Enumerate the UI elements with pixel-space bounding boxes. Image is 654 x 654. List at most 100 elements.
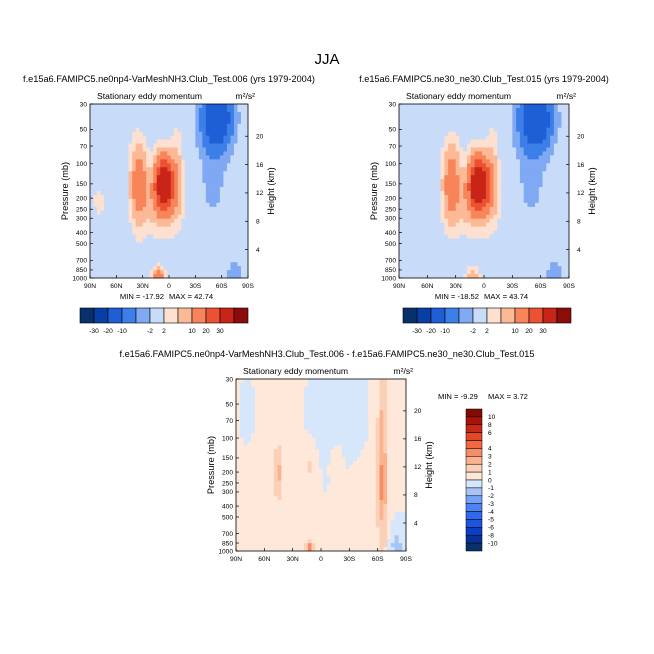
field-cell	[433, 183, 438, 188]
field-cell	[451, 266, 457, 271]
field-cell	[243, 441, 248, 446]
field-cell	[146, 135, 151, 140]
field-cell	[107, 163, 112, 168]
field-cell	[421, 250, 426, 255]
field-cell	[97, 187, 101, 192]
field-cell	[163, 163, 168, 168]
field-cell	[531, 198, 536, 204]
field-cell	[527, 230, 532, 235]
field-cell	[542, 191, 547, 196]
field-cell	[223, 254, 228, 259]
field-cell	[482, 107, 487, 113]
field-cell	[163, 194, 168, 200]
field-cell	[114, 151, 119, 156]
field-cell	[156, 179, 161, 184]
field-cell	[508, 151, 513, 156]
field-cell	[198, 254, 203, 259]
field-cell	[448, 151, 453, 156]
field-cell	[170, 254, 175, 259]
field-cell	[489, 151, 494, 156]
field-cell	[281, 414, 286, 419]
field-cell	[516, 123, 521, 129]
field-cell	[219, 171, 224, 176]
field-cell	[191, 254, 196, 259]
field-cell	[319, 433, 324, 439]
field-cell	[97, 171, 101, 176]
field-cell	[489, 175, 494, 180]
field-cell	[273, 429, 278, 435]
field-cell	[247, 410, 252, 415]
field-cell	[198, 183, 203, 188]
field-cell	[410, 151, 415, 156]
field-cell	[191, 242, 196, 247]
field-cell	[565, 143, 570, 148]
field-cell	[100, 258, 105, 263]
field-cell	[531, 115, 536, 121]
field-cell	[444, 230, 449, 235]
field-cell	[174, 270, 179, 275]
field-cell	[195, 234, 200, 239]
field-cell	[307, 449, 312, 454]
field-cell	[345, 418, 350, 423]
field-cell	[216, 143, 221, 148]
field-cell	[212, 194, 217, 200]
field-cell	[270, 386, 275, 392]
field-cell	[153, 111, 158, 117]
field-cell	[104, 214, 108, 220]
field-cell	[304, 449, 309, 454]
field-cell	[160, 198, 165, 204]
field-cell	[93, 187, 98, 192]
field-cell	[421, 147, 426, 152]
field-cell	[485, 230, 491, 235]
field-cell	[237, 155, 242, 160]
field-cell	[128, 270, 133, 275]
field-cell	[399, 151, 404, 156]
field-cell	[226, 139, 231, 144]
field-cell	[311, 418, 316, 423]
field-cell	[550, 226, 555, 231]
field-cell	[149, 202, 154, 208]
field-cell	[482, 210, 487, 216]
field-cell	[459, 206, 464, 212]
field-cell	[184, 222, 189, 227]
field-cell	[258, 441, 263, 446]
field-cell	[538, 167, 543, 172]
field-cell	[174, 274, 179, 279]
field-cell	[244, 238, 249, 243]
field-cell	[425, 266, 430, 271]
field-cell	[311, 402, 316, 407]
field-cell	[292, 449, 297, 454]
field-cell	[478, 179, 483, 184]
field-cell	[553, 218, 559, 224]
field-cell	[223, 183, 228, 188]
field-cell	[251, 410, 256, 415]
field-cell	[546, 242, 551, 247]
field-cell	[553, 123, 559, 129]
field-cell	[240, 246, 245, 251]
field-cell	[474, 123, 479, 129]
field-cell	[501, 139, 506, 144]
field-cell	[132, 147, 137, 152]
field-cell	[90, 246, 94, 251]
field-cell	[493, 147, 498, 152]
field-cell	[114, 123, 119, 129]
field-cell	[463, 119, 468, 125]
field-cell	[128, 175, 133, 180]
x-tick-label: 60N	[421, 283, 433, 290]
field-cell	[523, 179, 528, 184]
field-cell	[349, 449, 354, 454]
field-cell	[292, 406, 297, 411]
field-cell	[425, 246, 430, 251]
field-cell	[504, 222, 509, 227]
field-cell	[467, 254, 472, 259]
field-cell	[237, 262, 242, 267]
field-cell	[508, 163, 513, 168]
field-cell	[188, 179, 193, 184]
field-cell	[379, 402, 384, 407]
field-cell	[160, 143, 165, 148]
field-cell	[195, 171, 200, 176]
field-cell	[341, 437, 346, 442]
field-cell	[433, 206, 438, 212]
field-cell	[219, 139, 224, 144]
field-cell	[519, 119, 525, 125]
